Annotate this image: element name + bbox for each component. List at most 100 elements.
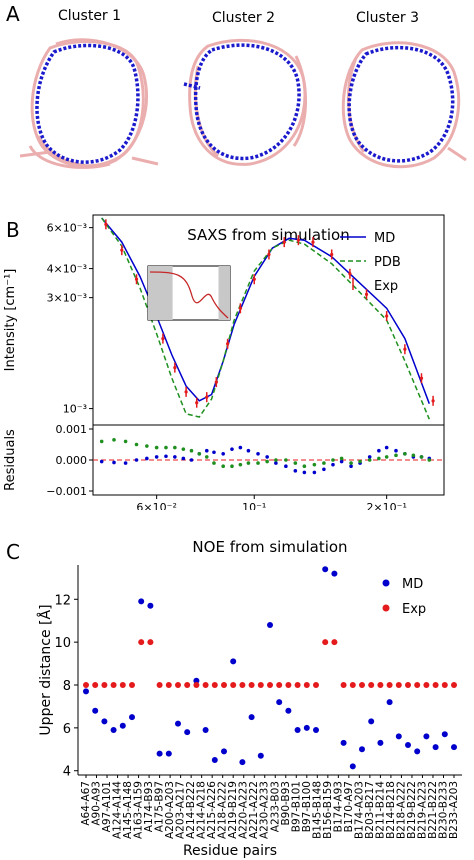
residual-pdb-point-0 [99,439,104,444]
saxs-frame [92,214,445,426]
noe-exp-point-12 [193,682,200,688]
saxs-exp-marker-8 [205,395,209,399]
residual-md-point-23 [312,470,317,475]
residual-pdb-point-2 [123,439,128,444]
residual-pdb-point-35 [419,455,424,459]
residual-pdb-point-11 [204,455,209,459]
saxs-exp-marker-1 [120,248,124,252]
noe-xtick-label-28: B211-B214 [374,781,386,839]
residual-pdb-point-25 [331,458,335,462]
saxs-exp-point-7 [195,397,199,408]
residual-md-point-25 [331,462,335,467]
residual-pdb-point-16 [246,461,251,465]
noe-ylabel: Upper distance [Å] [37,604,54,735]
noe-xtick-label-8: A200-A203 [164,781,176,839]
noe-md-point-1 [92,707,99,714]
noe-md-point-38 [432,744,439,751]
saxs-ytick-label-1: 4×10⁻³ [47,263,87,276]
residual-md-point-30 [377,448,381,453]
residual-xtick-label-2: 2×10⁻¹ [366,501,406,510]
noe-md-point-18 [248,714,255,721]
residual-pdb-point-15 [238,462,243,467]
noe-exp-point-22 [285,682,292,688]
residual-pdb-point-12 [212,461,216,465]
residual-pdb-point-7 [173,445,177,450]
noe-exp-point-0 [83,682,89,688]
residual-ytick-label-1: 0.000 [56,454,88,467]
residual-md-point-11 [204,448,209,453]
saxs-exp-marker-9 [214,380,218,384]
saxs-exp-point-18 [348,268,352,279]
noe-exp-point-7 [147,639,154,646]
cluster-1-label: Cluster 1 [58,8,122,24]
panel-c-letter: C [6,540,20,564]
noe-xtick-label-6: A174-B93 [143,781,155,832]
noe-xtick-label-34: B230-B233 [437,781,449,839]
noe-ytick-label-0: 4 [63,765,71,780]
noe-exp-point-19 [257,682,264,688]
saxs-exp-marker-13 [267,252,271,257]
panel-b-letter: B [6,218,20,242]
residual-xtick-label-0: 6×10⁻² [136,501,176,510]
noe-xtick-label-22: B145-B148 [311,781,323,839]
noe-xtick-label-2: A97-A101 [101,781,113,832]
noe-md-point-32 [377,739,384,746]
noe-md-point-37 [423,733,430,740]
residual-pdb-point-3 [134,442,139,447]
residual-md-point-6 [164,454,168,459]
noe-md-point-9 [165,750,172,757]
noe-md-point-28 [340,739,347,746]
noe-xtick-label-20: B97-B101 [290,781,302,832]
residual-md-point-21 [293,469,298,473]
noe-exp-point-18 [248,682,255,688]
panel-a-letter: A [6,2,20,26]
noe-md-point-16 [230,658,237,665]
noe-xtick-label-14: A219-B219 [227,781,239,839]
noe-ytick-label-2: 8 [63,679,71,694]
noe-xtick-label-31: B219-B222 [406,781,418,839]
saxs-exp-marker-23 [431,399,435,403]
saxs-exp-point-20 [385,311,389,322]
noe-md-point-40 [451,744,457,751]
noe-xtick-label-30: B218-A222 [395,781,407,839]
noe-xtick-label-4: A145-A148 [122,781,134,839]
saxs-exp-marker-10 [226,342,230,346]
saxs-exp-point-12 [252,274,256,285]
saxs-exp-point-9 [214,377,218,388]
noe-exp-point-1 [92,682,99,688]
residual-md-point-22 [302,470,307,475]
saxs-title: SAXS from simulation [187,226,350,244]
residual-pdb-point-28 [358,459,362,464]
saxs-exp-point-21 [403,344,407,355]
saxs-exp-marker-7 [195,401,199,405]
noe-md-point-34 [395,733,402,740]
noe-exp-point-4 [119,682,126,688]
residual-pdb-point-14 [230,464,234,468]
residual-md-point-15 [238,445,243,450]
saxs-exp-point-6 [184,386,188,397]
saxs-exp-point-5 [173,362,177,373]
residual-pdb-point-4 [145,444,149,448]
noe-xtick-label-1: A90-A93 [91,781,103,826]
noe-md-point-14 [211,757,218,763]
cluster-1-structure [20,38,159,169]
saxs-exp-point-17 [330,249,334,260]
noe-exp-point-20 [267,682,273,688]
noe-md-point-36 [414,748,421,755]
residual-pdb-point-1 [112,438,116,442]
saxs-exp-marker-18 [348,272,352,276]
residual-md-point-16 [246,448,251,453]
residual-md-point-26 [339,459,344,464]
noe-exp-point-30 [359,682,365,688]
noe-legend-md-label: MD [402,577,423,592]
residual-md-point-14 [230,447,234,451]
noe-md-point-23 [294,727,301,733]
cluster-3-label: Cluster 3 [356,10,420,26]
noe-md-point-4 [119,722,126,729]
noe-md-point-33 [386,699,393,706]
noe-md-point-24 [303,724,310,731]
noe-xtick-label-23: B156-B159 [322,781,334,839]
noe-xtick-label-5: A163-A159 [133,781,145,839]
residual-md-point-5 [154,455,159,459]
residual-pdb-point-13 [221,464,225,468]
